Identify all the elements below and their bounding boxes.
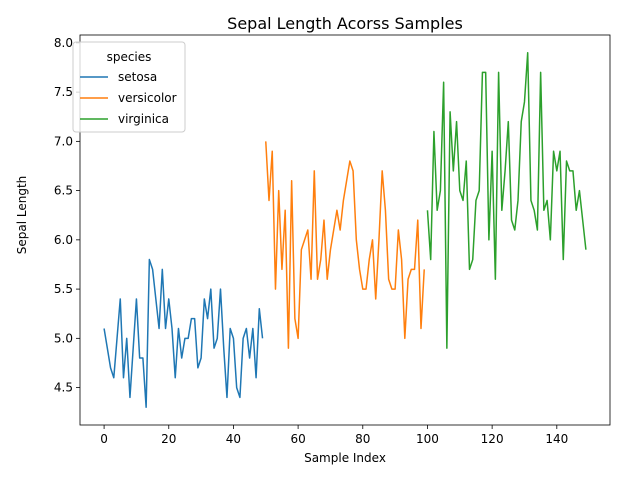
y-tick-label: 6.0 xyxy=(54,233,73,247)
y-axis-label: Sepal Length xyxy=(15,176,29,255)
x-tick-label: 60 xyxy=(290,432,305,446)
y-axis: 4.5 5.0 5.5 6.0 6.5 7.0 7.5 8.0 xyxy=(54,36,80,395)
series-layer xyxy=(103,51,587,409)
plot-frame xyxy=(79,34,611,426)
x-tick-label: 0 xyxy=(100,432,108,446)
legend: species setosa versicolor virginica xyxy=(72,41,186,133)
legend-label-versicolor: versicolor xyxy=(118,91,177,105)
series-line-virginica xyxy=(426,51,587,349)
y-tick-label: 5.0 xyxy=(54,331,73,345)
y-tick-label: 7.5 xyxy=(54,85,73,99)
legend-box xyxy=(72,41,186,133)
x-axis: 0 20 40 60 80 100 120 140 xyxy=(100,425,568,446)
x-tick-label: 120 xyxy=(481,432,504,446)
y-tick-label: 8.0 xyxy=(54,36,73,50)
y-tick-label: 6.5 xyxy=(54,184,73,198)
x-tick-label: 20 xyxy=(161,432,176,446)
legend-label-virginica: virginica xyxy=(118,112,169,126)
y-tick-label: 7.0 xyxy=(54,134,73,148)
chart-title: Sepal Length Acorss Samples xyxy=(227,14,463,33)
legend-title: species xyxy=(107,50,152,64)
series-line-versicolor xyxy=(265,141,425,349)
x-axis-label: Sample Index xyxy=(304,451,386,465)
y-tick-label: 5.5 xyxy=(54,282,73,296)
x-tick-label: 140 xyxy=(545,432,568,446)
x-tick-label: 40 xyxy=(226,432,241,446)
legend-label-setosa: setosa xyxy=(118,70,157,84)
series-line-setosa xyxy=(103,258,264,409)
y-tick-label: 4.5 xyxy=(54,381,73,395)
x-tick-label: 100 xyxy=(416,432,439,446)
x-tick-label: 80 xyxy=(355,432,370,446)
